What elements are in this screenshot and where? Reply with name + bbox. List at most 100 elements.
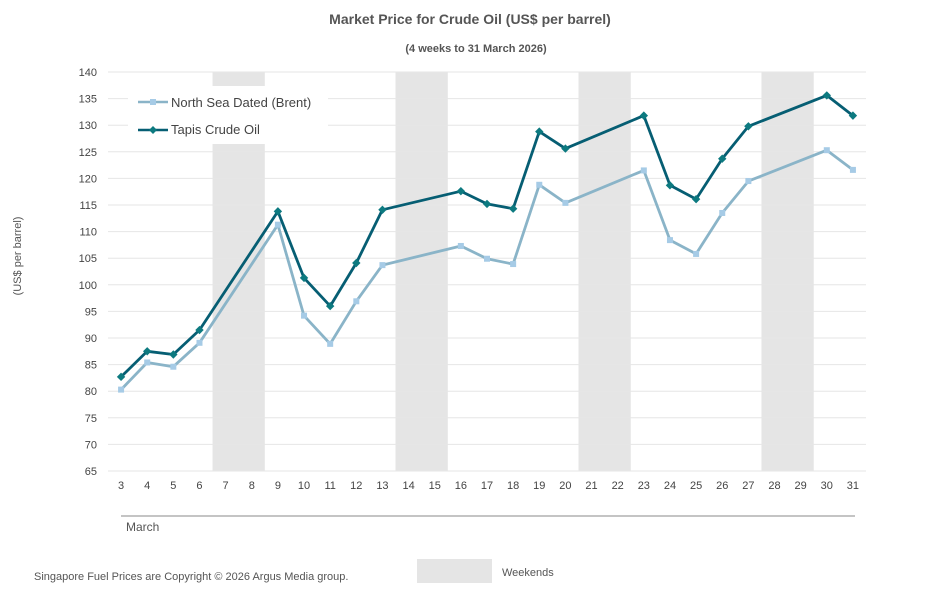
data-point-brent — [144, 359, 151, 366]
x-tick-label: 25 — [690, 480, 702, 492]
legend: North Sea Dated (Brent) Tapis Crude Oil — [128, 86, 328, 144]
data-point-tapis — [352, 258, 361, 268]
data-point-tapis — [665, 181, 675, 190]
data-point-brent — [301, 312, 308, 319]
series-group — [116, 91, 858, 393]
data-point-brent — [196, 339, 203, 346]
x-tick-label: 13 — [376, 480, 388, 492]
y-tick-label: 105 — [79, 253, 97, 265]
weekend-legend-swatch — [417, 559, 492, 583]
y-tick-label: 85 — [85, 360, 97, 372]
x-tick-label: 9 — [275, 480, 281, 492]
weekend-band-2 — [395, 72, 448, 471]
data-point-brent — [457, 242, 464, 249]
x-tick-label: 30 — [821, 480, 833, 492]
data-point-brent — [745, 178, 752, 185]
data-point-tapis — [822, 91, 831, 100]
data-point-brent — [693, 250, 700, 257]
data-point-brent — [536, 181, 543, 188]
y-tick-label: 125 — [79, 147, 97, 159]
y-tick-label: 140 — [79, 67, 97, 79]
data-point-brent — [484, 255, 490, 262]
weekend-legend-label: Weekends — [502, 567, 554, 579]
x-tick-label: 4 — [144, 480, 150, 492]
copyright-text: Singapore Fuel Prices are Copyright © 20… — [34, 571, 348, 583]
data-point-tapis — [116, 372, 126, 382]
x-tick-label: 8 — [249, 480, 255, 492]
legend-brent-marker — [150, 99, 156, 105]
data-point-brent — [719, 209, 726, 216]
y-tick-label: 100 — [79, 280, 97, 292]
x-tick-label: 3 — [118, 480, 124, 492]
data-point-tapis — [482, 199, 492, 209]
data-point-brent — [666, 237, 673, 244]
x-tick-label: 11 — [324, 480, 335, 492]
x-tick-label: 19 — [533, 480, 545, 492]
data-point-tapis — [273, 207, 283, 216]
x-axis-label: March — [126, 520, 159, 534]
legend-tapis-marker — [149, 126, 157, 134]
x-tick-label: 5 — [170, 480, 176, 492]
data-point-tapis — [744, 122, 753, 131]
y-tick-label: 65 — [85, 466, 97, 478]
x-tick-label: 21 — [585, 480, 597, 492]
legend-background — [128, 86, 328, 144]
data-point-brent — [274, 221, 281, 228]
data-point-tapis — [195, 325, 204, 335]
data-point-tapis — [325, 301, 335, 311]
x-tick-label: 29 — [795, 480, 807, 492]
data-point-tapis — [535, 127, 544, 136]
data-point-tapis — [169, 350, 178, 359]
data-point-tapis — [718, 154, 727, 163]
data-point-tapis — [639, 111, 649, 120]
y-tick-label: 95 — [85, 306, 97, 318]
data-point-brent — [562, 199, 569, 206]
data-point-brent — [327, 340, 334, 347]
legend-brent-label: North Sea Dated (Brent) — [171, 95, 311, 110]
x-tick-label: 12 — [350, 480, 362, 492]
x-tick-label: 31 — [847, 480, 859, 492]
y-tick-label: 80 — [85, 386, 97, 398]
x-tick-label: 26 — [716, 480, 728, 492]
data-point-brent — [170, 363, 177, 370]
data-point-tapis — [508, 204, 518, 213]
data-point-brent — [510, 261, 517, 268]
data-point-tapis — [848, 111, 858, 120]
weekend-band-4 — [761, 72, 814, 471]
y-tick-label: 135 — [79, 94, 97, 106]
chart-title: Market Price for Crude Oil (US$ per barr… — [329, 11, 611, 27]
y-tick-label: 110 — [79, 227, 97, 239]
data-point-tapis — [378, 205, 387, 214]
x-tick-label: 17 — [481, 480, 493, 492]
data-point-brent — [118, 386, 125, 393]
x-tick-label: 16 — [455, 480, 467, 492]
x-tick-label: 6 — [196, 480, 202, 492]
x-tick-label: 24 — [664, 480, 676, 492]
y-tick-label: 75 — [85, 413, 97, 425]
x-tick-label: 7 — [223, 480, 229, 492]
data-point-brent — [823, 147, 830, 154]
x-tick-label: 23 — [638, 480, 650, 492]
y-tick-label: 120 — [79, 173, 97, 185]
data-point-brent — [379, 262, 386, 269]
x-axis-ticks: 3 4 5 6 7 8 9 10 11 12 13 14 15 16 17 18 19 20 21 22 23 24 25 2… — [118, 480, 859, 492]
data-point-brent — [640, 167, 647, 174]
chart-subtitle: (4 weeks to 31 March 2026) — [405, 43, 547, 55]
data-point-tapis — [299, 273, 309, 283]
x-tick-label: 20 — [559, 480, 571, 492]
x-tick-label: 28 — [768, 480, 780, 492]
data-point-tapis — [691, 194, 701, 204]
data-point-tapis — [561, 144, 570, 153]
x-tick-label: 22 — [612, 480, 624, 492]
x-tick-label: 15 — [429, 480, 441, 492]
y-tick-label: 115 — [79, 200, 97, 212]
x-tick-label: 14 — [402, 480, 414, 492]
y-tick-label: 70 — [85, 439, 97, 451]
x-tick-label: 27 — [742, 480, 754, 492]
data-point-brent — [849, 166, 856, 173]
y-axis-label: (US$ per barrel) — [12, 217, 24, 296]
data-point-tapis — [143, 347, 152, 356]
y-tick-label: 130 — [79, 120, 97, 132]
legend-tapis-label: Tapis Crude Oil — [171, 122, 260, 137]
